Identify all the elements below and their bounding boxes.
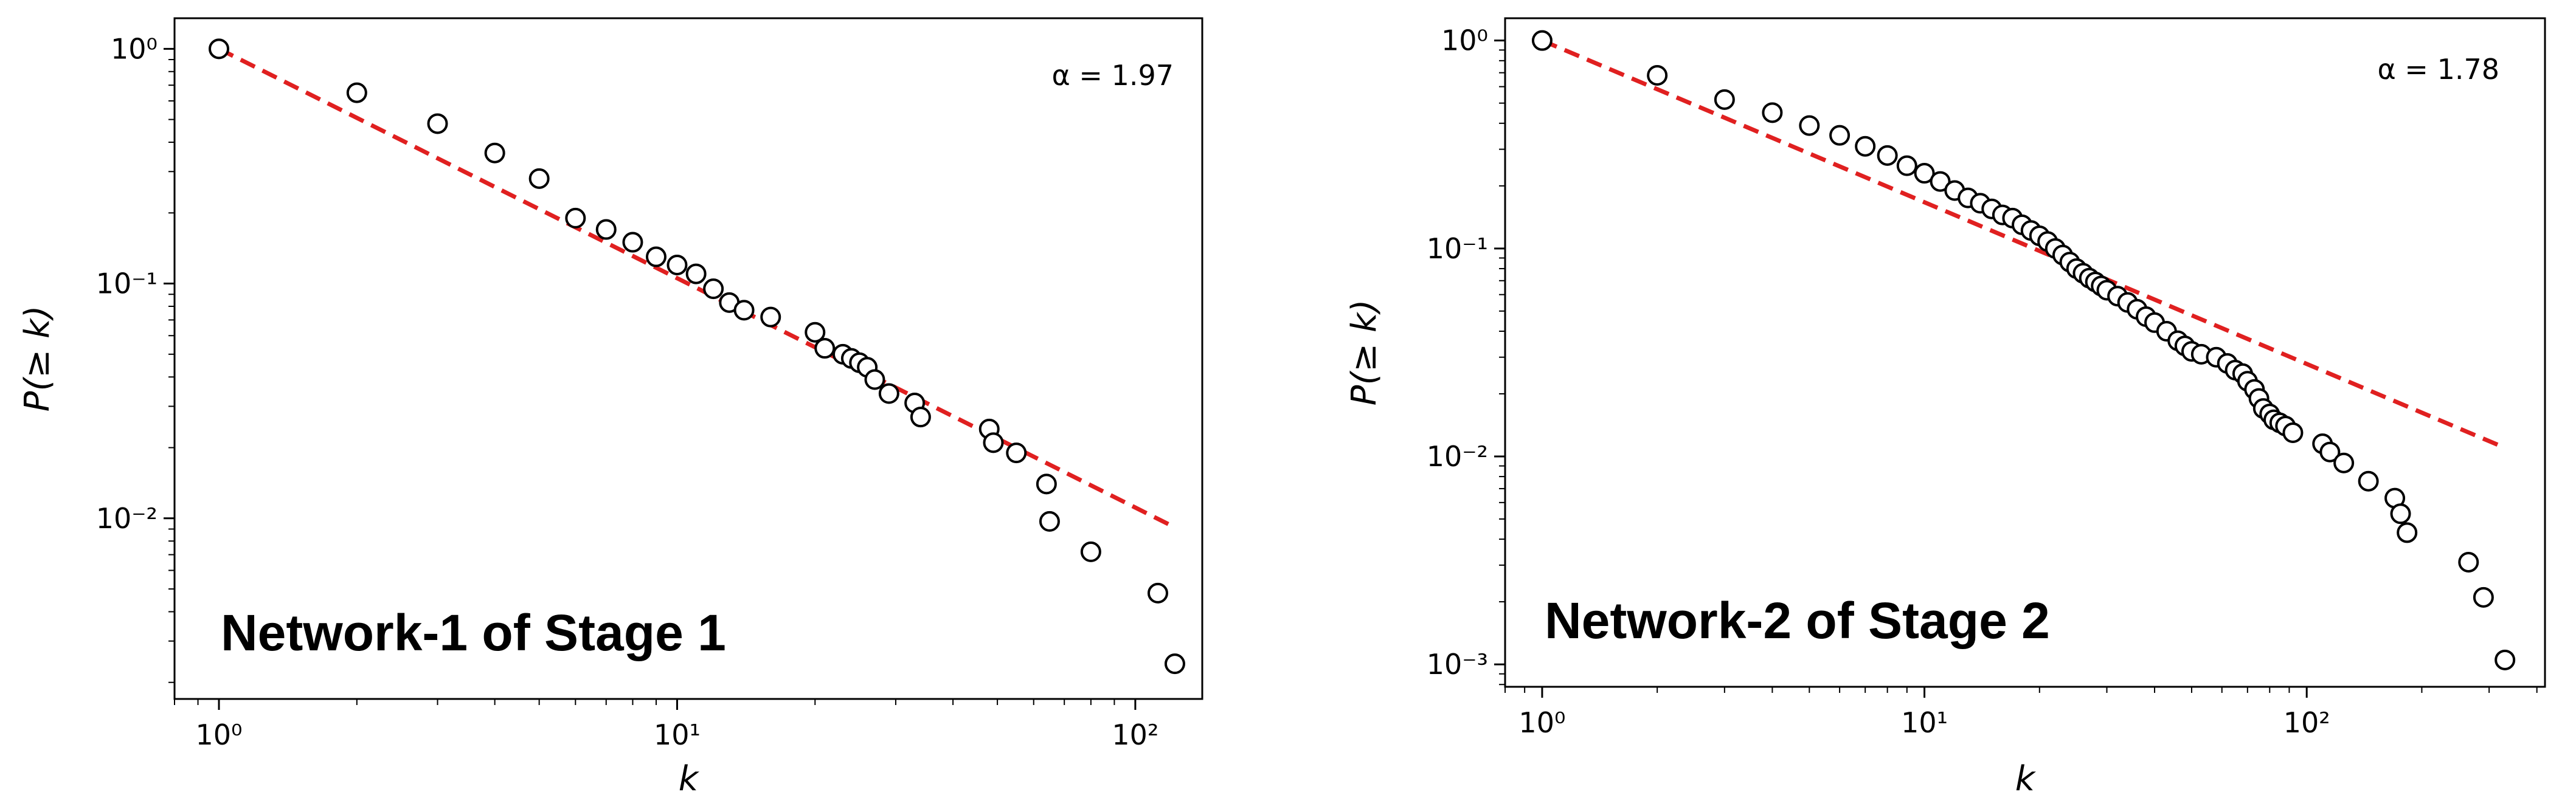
data-point: [427, 113, 448, 134]
data-point: [595, 219, 617, 240]
data-point: [2358, 470, 2379, 492]
data-point: [2495, 649, 2516, 670]
data-point: [910, 407, 931, 428]
x-tick-label: 10²: [2283, 706, 2330, 739]
y-tick-label: 10⁰: [111, 32, 158, 65]
data-point: [1147, 582, 1168, 604]
data-point: [1714, 89, 1735, 110]
x-axis-label: k: [679, 759, 700, 799]
y-axis-label: P(≥ k): [1345, 300, 1384, 406]
data-points: [209, 38, 1185, 675]
data-point: [760, 306, 781, 328]
data-point: [864, 369, 885, 390]
data-point: [1164, 653, 1185, 675]
x-tick-label: 10¹: [654, 718, 701, 751]
data-point: [645, 246, 667, 267]
x-tick-label: 10²: [1112, 718, 1158, 751]
y-tick-label: 10⁻²: [1427, 440, 1488, 473]
data-point: [983, 432, 1004, 453]
data-point: [2319, 441, 2341, 463]
alpha-annotation: α = 1.97: [1051, 59, 1174, 92]
plot-frame: [173, 17, 1203, 700]
y-tick-label: 10⁻²: [96, 502, 158, 535]
x-tick-label: 10⁰: [1518, 706, 1565, 739]
data-point: [528, 168, 550, 189]
data-point: [1762, 102, 1783, 123]
data-point: [814, 338, 836, 359]
x-tick-label: 10⁰: [196, 718, 243, 751]
data-point: [1930, 171, 1951, 192]
data-point: [1896, 155, 1917, 176]
data-point: [1914, 163, 1935, 184]
data-point: [703, 278, 724, 300]
plot-frame: [1504, 17, 2546, 688]
alpha-annotation: α = 1.78: [2377, 53, 2499, 86]
y-tick-label: 10⁻³: [1427, 648, 1488, 681]
data-point: [1080, 541, 1101, 562]
fit-line: [1541, 38, 2506, 450]
data-point: [2458, 551, 2479, 573]
data-point: [484, 142, 505, 163]
y-axis-label: P(≥ k): [18, 306, 57, 412]
data-point: [1829, 125, 1851, 146]
data-point: [346, 82, 367, 103]
data-points: [1531, 30, 2516, 670]
data-point: [667, 254, 688, 275]
data-point: [1855, 136, 1876, 157]
data-point: [622, 232, 643, 253]
y-tick-label: 10⁻¹: [1427, 232, 1488, 265]
minor-ticks: [1499, 49, 2538, 693]
data-point: [1036, 473, 1057, 495]
data-point: [2282, 422, 2304, 443]
data-point: [2390, 503, 2411, 525]
data-point: [878, 383, 899, 404]
data-point: [1531, 30, 1553, 51]
data-point: [2333, 452, 2355, 473]
y-tick-label: 10⁻¹: [96, 267, 158, 300]
data-point: [1647, 64, 1668, 86]
data-point: [1039, 511, 1060, 532]
data-point: [805, 322, 826, 343]
data-point: [685, 263, 707, 284]
x-axis-label: k: [2015, 759, 2037, 799]
data-point: [2473, 587, 2494, 608]
chart-panel-2: 10⁰ 10¹ 10² 10⁰ 10⁻¹ 10⁻² 10⁻³ k P(≥ k) α = 1.78 N…: [1345, 17, 2546, 799]
fit-line: [218, 47, 1173, 528]
data-point: [209, 38, 230, 60]
data-point: [1877, 145, 1898, 166]
y-tick-label: 10⁰: [1441, 24, 1488, 57]
panel-label: Network-2 of Stage 2: [1545, 592, 2050, 649]
data-point: [1799, 115, 1820, 136]
panel-label: Network-1 of Stage 1: [221, 604, 726, 661]
x-tick-label: 10¹: [1901, 706, 1948, 739]
minor-ticks: [168, 59, 1115, 705]
chart-panel-1: 10⁰ 10¹ 10² 10⁰ 10⁻¹ 10⁻² k P(≥ k) α = 1.97 Netwo…: [18, 17, 1203, 799]
data-point: [565, 207, 586, 229]
data-point: [2397, 522, 2418, 543]
data-point: [1006, 442, 1027, 464]
data-point: [733, 300, 755, 321]
